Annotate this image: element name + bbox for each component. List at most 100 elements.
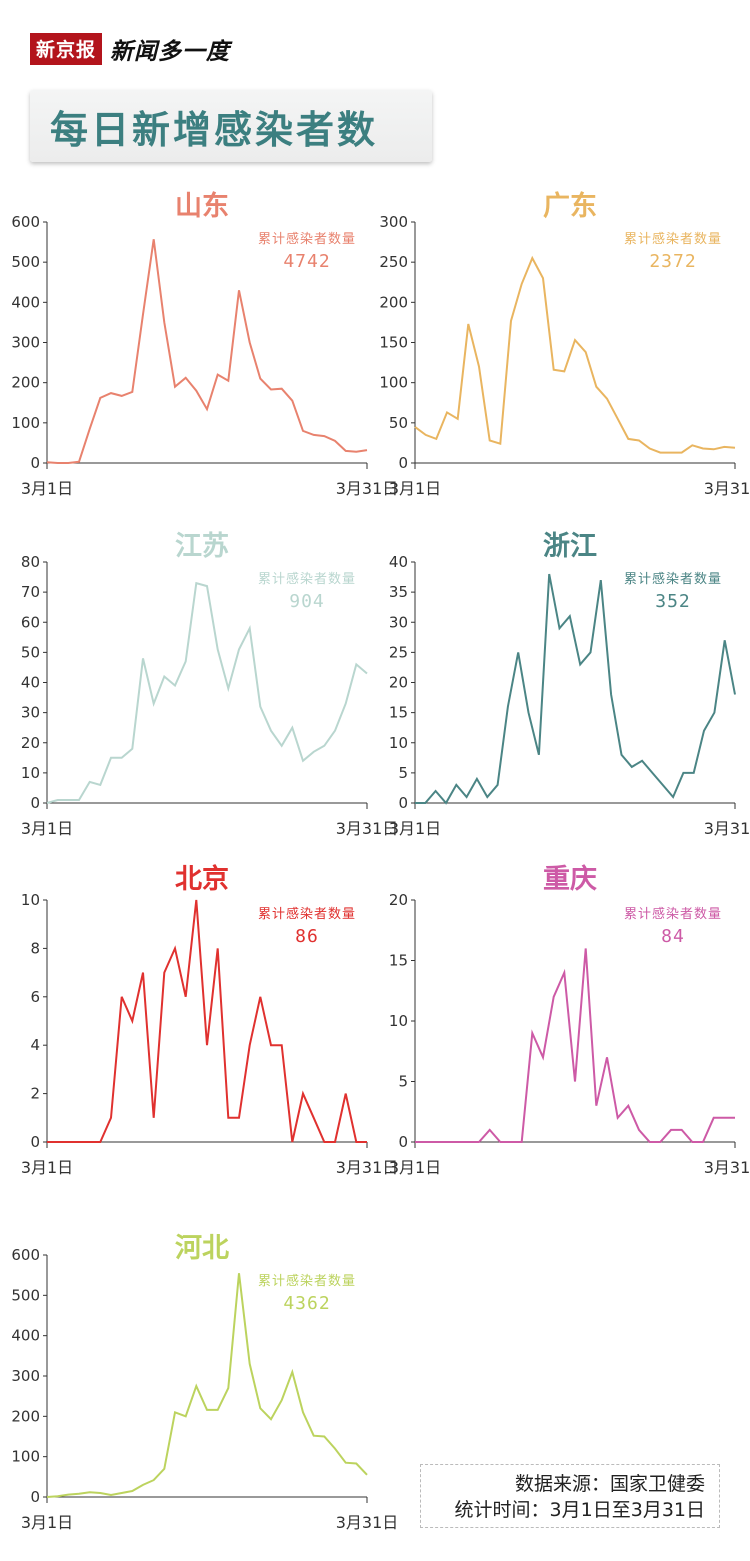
y-tick-label: 100 [379,374,408,392]
y-tick-label: 50 [21,643,40,661]
x-tick-label: 3月1日 [21,1513,73,1532]
x-tick-label: 3月1日 [21,1158,73,1177]
y-tick-label: 20 [389,674,408,692]
x-tick-label: 3月31日 [336,819,399,838]
chart-title: 山东 [175,190,229,222]
y-tick-label: 35 [389,583,408,601]
y-tick-label: 20 [21,734,40,752]
page-title-box: 每日新增感染者数 [30,90,432,162]
annotation-label: 累计感染者数量 [624,231,722,247]
x-tick-label: 3月31日 [704,1158,750,1177]
y-tick-label: 40 [21,674,40,692]
chart-title: 广东 [543,190,597,222]
y-tick-label: 40 [389,553,408,571]
series-line [46,1273,368,1498]
y-tick-label: 30 [21,704,40,722]
y-tick-label: 10 [21,891,40,909]
y-tick-label: 70 [21,583,40,601]
annotation-label: 累计感染者数量 [258,571,356,587]
y-tick-label: 10 [389,1012,408,1030]
y-tick-label: 600 [11,213,40,231]
y-tick-label: 100 [11,1448,40,1466]
y-tick-label: 60 [21,613,40,631]
y-tick-label: 8 [30,939,40,957]
annotation-value: 4742 [283,251,330,272]
series-line [415,948,735,1143]
y-tick-label: 10 [21,764,40,782]
series-line [47,899,367,1143]
annotation-value: 352 [655,591,691,612]
annotation-label: 累计感染者数量 [258,1273,356,1289]
annotation-label: 累计感染者数量 [624,906,722,922]
brand-badge: 新京报 [30,33,103,65]
y-tick-label: 600 [11,1246,40,1264]
annotation-value: 904 [289,591,325,612]
y-tick-label: 0 [30,794,40,812]
x-tick-label: 3月31日 [336,1513,399,1532]
y-tick-label: 50 [389,414,408,432]
x-tick-label: 3月31日 [336,1158,399,1177]
y-tick-label: 25 [389,643,408,661]
y-tick-label: 80 [21,553,40,571]
y-tick-label: 30 [389,613,408,631]
y-tick-label: 200 [11,1407,40,1425]
annotation-label: 累计感染者数量 [258,231,356,247]
annotation-value: 84 [661,926,685,947]
y-tick-label: 400 [11,293,40,311]
y-tick-label: 15 [389,952,408,970]
x-tick-label: 3月31日 [704,479,750,498]
y-tick-label: 0 [398,1133,408,1151]
x-tick-label: 3月31日 [336,479,399,498]
y-tick-label: 300 [11,1367,40,1385]
y-tick-label: 500 [11,253,40,271]
y-tick-label: 400 [11,1327,40,1345]
y-tick-label: 200 [11,374,40,392]
annotation-label: 累计感染者数量 [258,906,356,922]
y-tick-label: 150 [379,334,408,352]
series-line [46,239,368,464]
y-tick-label: 300 [11,334,40,352]
y-tick-label: 6 [30,988,40,1006]
y-tick-label: 0 [398,794,408,812]
y-tick-label: 500 [11,1286,40,1304]
page-title: 每日新增感染者数 [50,107,379,152]
brand: 新京报 新闻多一度 [30,33,231,65]
source-line: 数据来源：国家卫健委 [514,1473,705,1495]
chart-title: 北京 [175,863,229,895]
y-tick-label: 2 [30,1085,40,1103]
source-box: 数据来源：国家卫健委 统计时间：3月1日至3月31日 [420,1464,720,1528]
series-line [46,581,368,804]
chart-title: 浙江 [543,531,597,562]
chart-title: 重庆 [543,863,597,895]
chart-title: 江苏 [175,531,229,562]
y-tick-label: 300 [379,213,408,231]
annotation-value: 86 [295,926,319,947]
x-tick-label: 3月31日 [704,819,750,838]
y-tick-label: 0 [30,1488,40,1506]
annotation-label: 累计感染者数量 [624,571,722,587]
y-tick-label: 0 [30,1133,40,1151]
x-tick-label: 3月1日 [21,819,73,838]
x-tick-label: 3月1日 [21,479,73,498]
y-tick-label: 15 [389,704,408,722]
y-tick-label: 4 [30,1036,40,1054]
y-tick-label: 20 [389,891,408,909]
y-tick-label: 10 [389,734,408,752]
y-tick-label: 0 [30,454,40,472]
y-tick-label: 100 [11,414,40,432]
y-tick-label: 0 [398,454,408,472]
brand-slogan: 新闻多一度 [110,38,231,65]
y-tick-label: 5 [398,1073,408,1091]
series-line [414,255,736,454]
chart-title: 河北 [175,1233,229,1264]
period-line: 统计时间：3月1日至3月31日 [454,1499,705,1521]
x-tick-label: 3月1日 [389,1158,441,1177]
y-tick-label: 250 [379,253,408,271]
x-tick-label: 3月1日 [389,819,441,838]
y-tick-label: 5 [398,764,408,782]
series-line [415,573,736,805]
annotation-value: 2372 [649,251,696,272]
annotation-value: 4362 [283,1293,330,1314]
y-tick-label: 200 [379,293,408,311]
